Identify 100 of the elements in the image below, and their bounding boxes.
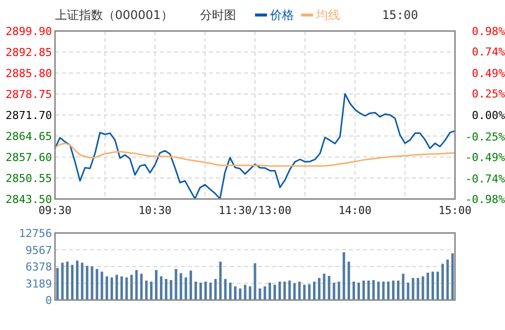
bar <box>342 252 346 300</box>
bar <box>352 282 355 300</box>
legend-label: 价格 <box>269 8 294 22</box>
bar <box>367 280 370 300</box>
bar <box>298 282 301 300</box>
bar <box>416 278 420 300</box>
bar <box>328 276 330 300</box>
bar <box>125 277 128 300</box>
text: 15:00 <box>382 8 418 22</box>
bar <box>313 282 316 300</box>
bar <box>184 277 188 300</box>
bar <box>180 273 182 300</box>
bar <box>377 282 380 300</box>
y-tick-label: 2885.80 <box>6 67 52 80</box>
x-tick-label: 15:00 <box>438 204 472 217</box>
bar <box>268 282 272 300</box>
bar <box>382 282 385 300</box>
bar <box>264 286 266 300</box>
y2-tick-label: 0.00% <box>472 109 505 122</box>
bar <box>155 270 158 300</box>
bar <box>451 253 454 300</box>
bar <box>278 282 281 300</box>
bar <box>120 276 123 300</box>
bar <box>145 280 148 300</box>
bar <box>229 282 232 300</box>
bar <box>106 276 108 300</box>
bar <box>348 262 350 300</box>
y-tick-label: 2857.60 <box>6 151 52 164</box>
y2-tick-label: 0.74% <box>472 46 505 59</box>
bar <box>412 278 414 300</box>
y2-tick-label: 0.25% <box>472 88 505 101</box>
chart-title: 上证指数（000001） <box>55 8 173 22</box>
bar <box>446 260 449 300</box>
y-tick-label: 2864.65 <box>6 130 52 143</box>
bar <box>308 284 311 300</box>
bar <box>436 272 439 300</box>
bar <box>66 262 69 300</box>
x-tick-label: 09:30 <box>38 204 72 217</box>
bar <box>96 269 98 300</box>
bar <box>86 266 88 300</box>
bar <box>194 282 197 300</box>
bar <box>387 282 390 300</box>
bar <box>160 276 162 300</box>
y-tick-label: 9567 <box>26 244 52 257</box>
bar <box>199 282 202 300</box>
bar <box>76 260 78 300</box>
bar <box>322 274 326 300</box>
y-tick-label: 2871.70 <box>6 109 52 122</box>
legend-label: 均线 <box>315 8 340 22</box>
bar <box>402 274 404 300</box>
bar <box>219 262 222 300</box>
line-series <box>54 93 456 200</box>
chart-subtitle: 分时图 <box>200 8 236 22</box>
bar <box>80 262 84 300</box>
bar <box>100 272 104 300</box>
bar <box>204 282 207 300</box>
y-tick-label: 2878.75 <box>6 88 52 101</box>
y-tick-label: 3189 <box>26 277 52 290</box>
bar <box>283 282 286 300</box>
bar <box>244 284 246 300</box>
bar <box>432 272 434 300</box>
bar <box>422 276 424 300</box>
y-tick-label: 2892.85 <box>6 46 52 59</box>
bar <box>441 264 444 300</box>
y2-tick-label: -0.74% <box>465 172 505 186</box>
bar <box>357 282 360 300</box>
y-tick-label: 0 <box>45 294 52 307</box>
bar <box>392 280 395 300</box>
bar <box>274 284 276 300</box>
bar <box>372 280 375 300</box>
y2-tick-label: 0.98% <box>472 25 505 38</box>
bar <box>71 264 74 300</box>
bar <box>130 274 133 300</box>
bar <box>318 278 320 300</box>
bar <box>362 280 365 300</box>
y2-tick-label: 0.49% <box>472 67 505 80</box>
bar <box>90 266 94 300</box>
bar <box>426 272 430 300</box>
bar <box>224 278 227 300</box>
x-tick-label: 11:30/13:00 <box>218 204 292 217</box>
bar <box>234 286 236 300</box>
bar <box>303 284 306 300</box>
bar <box>396 280 400 300</box>
bar <box>115 274 118 300</box>
bar <box>110 277 114 300</box>
y2-tick-label: -0.49% <box>465 151 505 164</box>
bar <box>170 280 172 300</box>
y-tick-label: 12756 <box>18 227 52 240</box>
y2-tick-label: -0.98% <box>465 193 505 206</box>
bar <box>61 262 64 300</box>
x-tick-label: 14:00 <box>338 204 372 217</box>
bar <box>190 270 192 300</box>
bar <box>248 286 252 300</box>
y2-tick-label: -0.25% <box>465 130 505 144</box>
bar <box>288 280 291 300</box>
y-tick-label: 2843.50 <box>6 193 52 206</box>
bar <box>150 282 153 300</box>
bar <box>140 274 143 300</box>
line-series <box>54 142 456 167</box>
bar <box>135 270 138 300</box>
